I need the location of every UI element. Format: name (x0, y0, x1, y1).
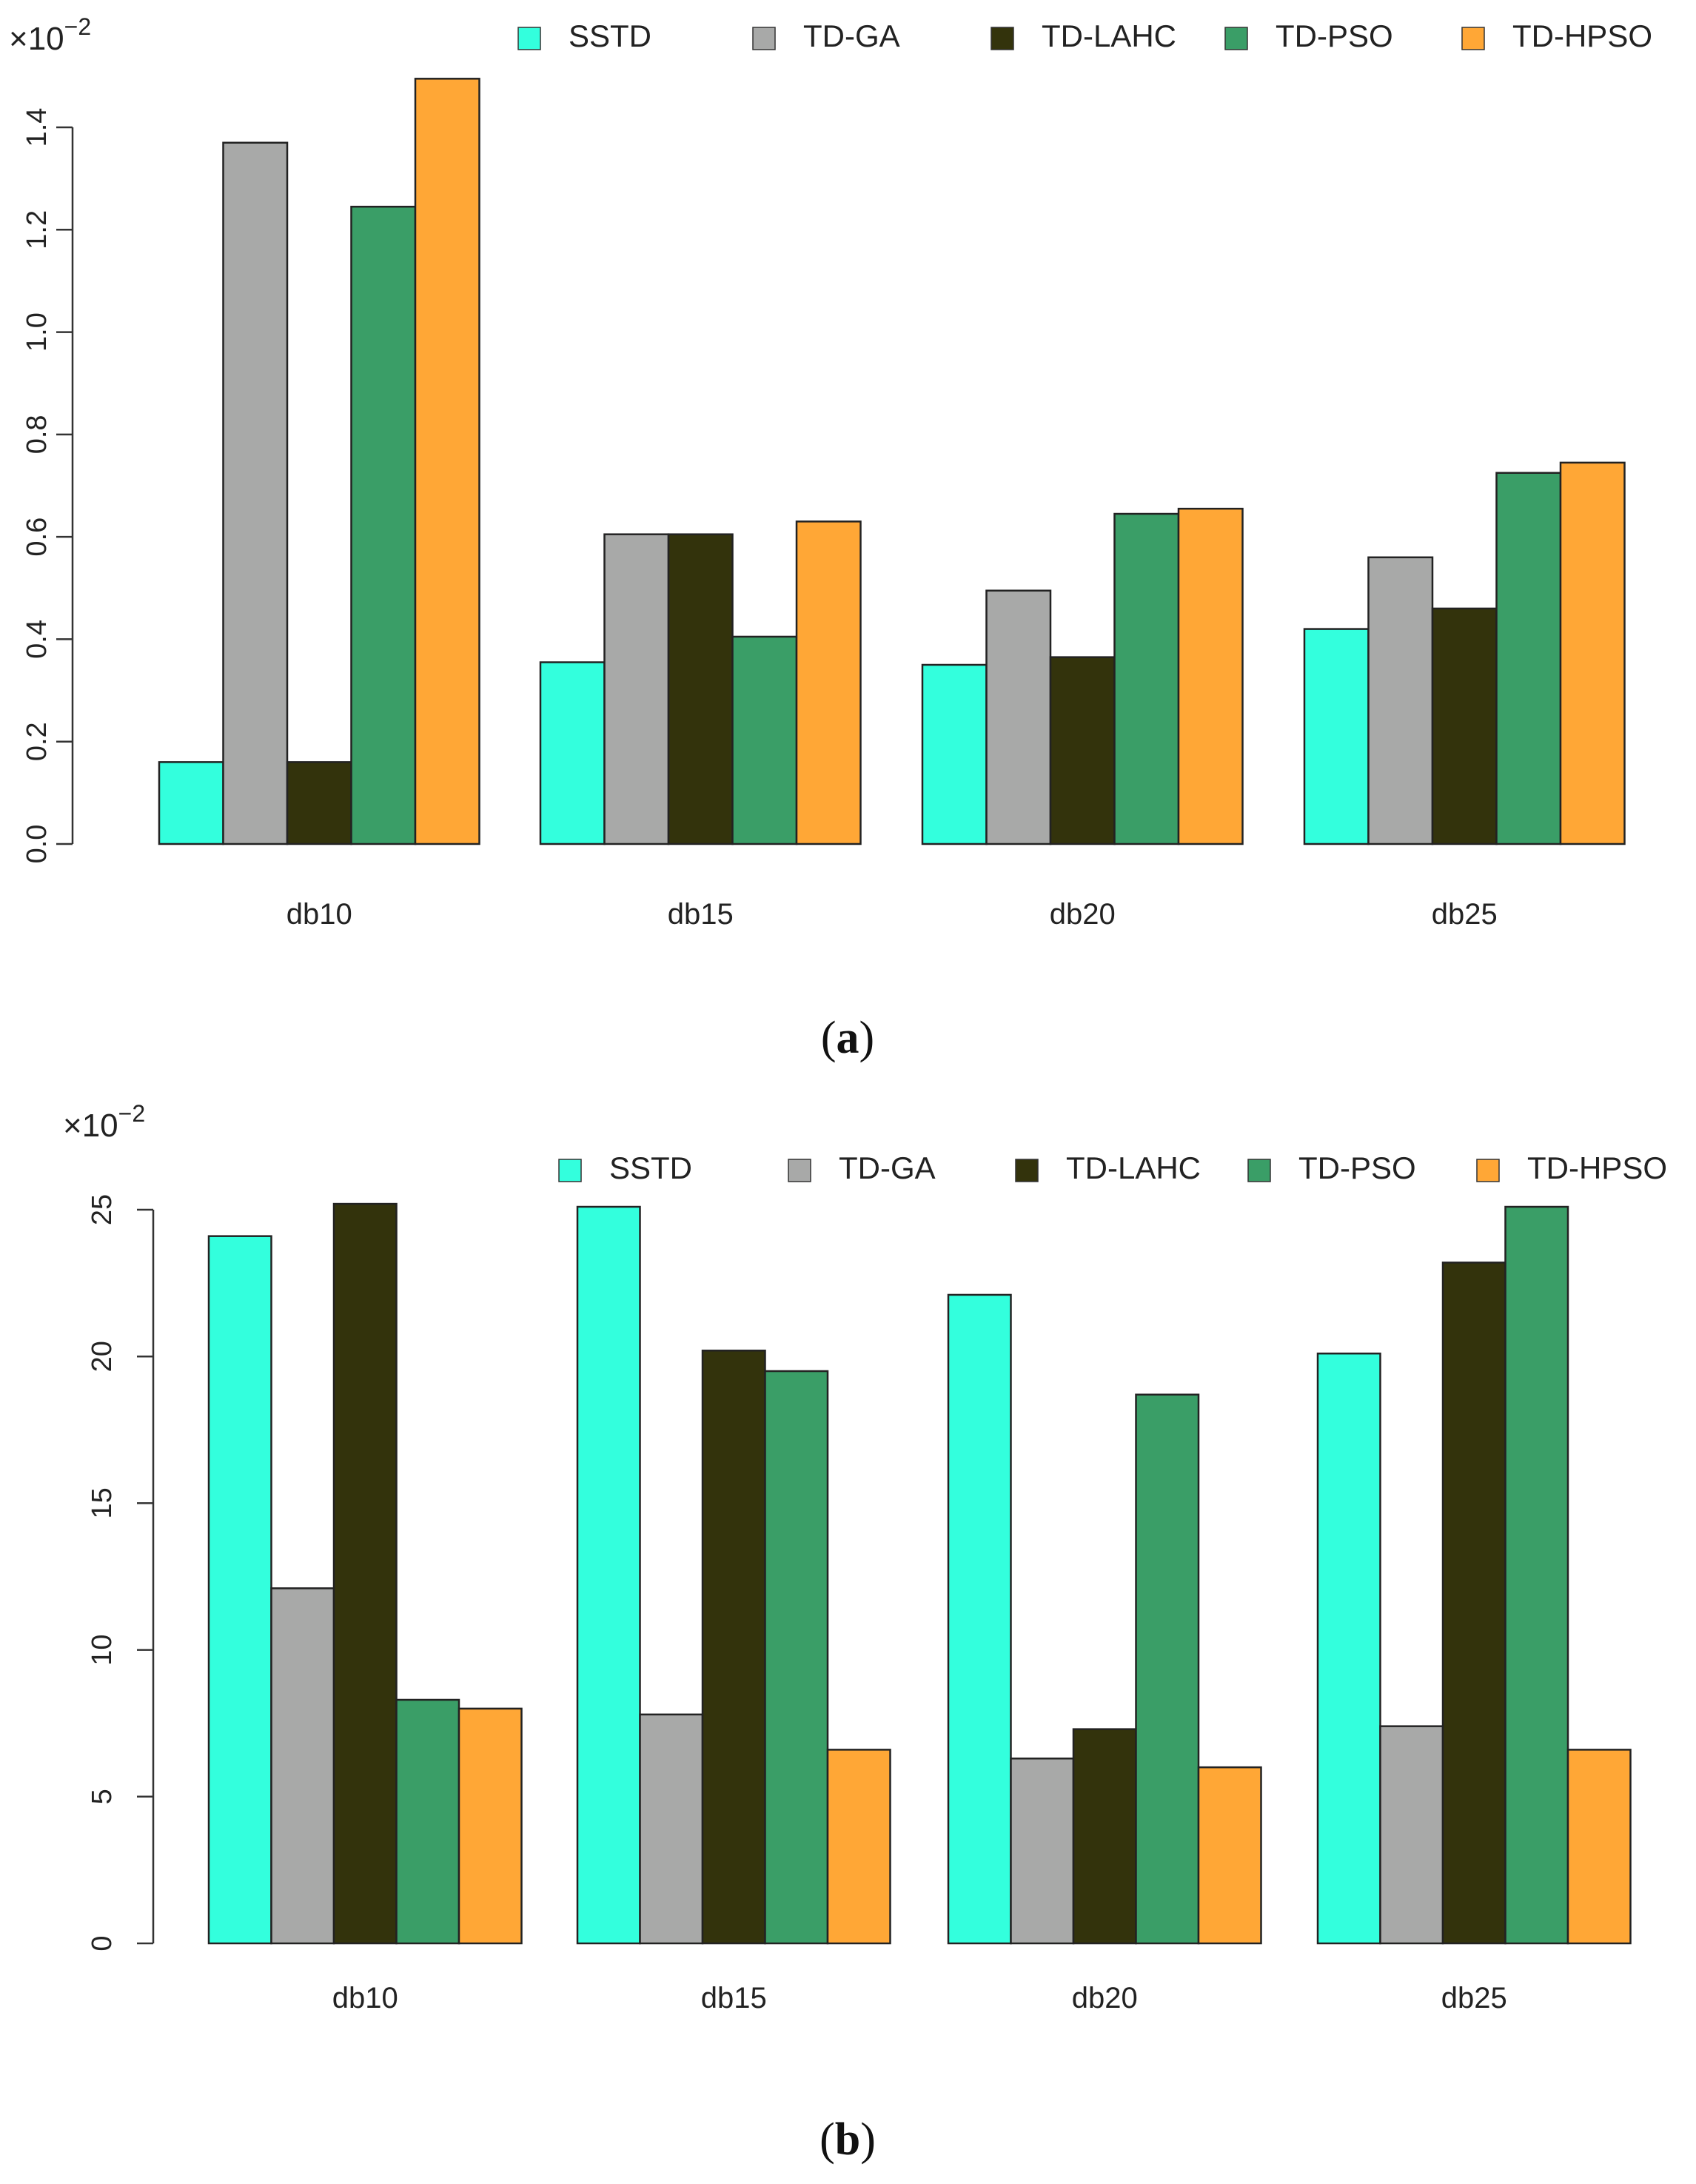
legend-label: TD-GA (839, 1150, 936, 1185)
category-label: db25 (1432, 898, 1498, 931)
bar-db25-td-lahc (1431, 607, 1498, 845)
panel-a-bars (158, 78, 1626, 845)
legend-swatch (788, 1159, 811, 1182)
bar-db25-td-ga (1367, 556, 1434, 845)
panel-b-categories: db10 db15 db20 db25 (332, 1982, 1507, 2014)
bar-db15-td-pso (764, 1370, 829, 1945)
y-tick-label: 1.2 (21, 210, 53, 249)
panel-a-scale-label: ×10−2 (9, 13, 91, 57)
bar-db15-sstd (576, 1205, 641, 1945)
bar-db25-td-pso (1495, 472, 1562, 845)
bar-db25-sstd (1303, 628, 1370, 845)
legend-swatch (1224, 27, 1248, 50)
legend-label: TD-GA (803, 19, 900, 53)
bar-db20-td-pso (1113, 512, 1180, 845)
panel-b-bars (207, 1202, 1632, 1945)
y-tick-label: 0 (87, 1935, 118, 1951)
y-tick-label: 1.0 (21, 312, 53, 352)
bar-db10-td-ga (270, 1587, 335, 1945)
panel-b: ×10−2 SSTD TD-GA TD-LAHC TD-PSO TD-HPSO 0 5 10… (63, 1100, 1667, 2165)
legend-label: TD-LAHC (1042, 19, 1176, 53)
bar-db15-td-lahc (667, 533, 734, 845)
y-tick-label: 20 (87, 1341, 118, 1372)
svg-text:×10−2: ×10−2 (9, 13, 91, 57)
bar-db25-td-pso (1504, 1205, 1569, 1945)
legend-swatch (1476, 1159, 1500, 1182)
bar-db10-sstd (207, 1235, 272, 1945)
y-tick-label: 0.8 (21, 415, 53, 454)
y-tick-label: 10 (87, 1634, 118, 1665)
panel-a-legend: SSTD TD-GA TD-LAHC TD-PSO TD-HPSO (517, 19, 1652, 53)
bar-db10-td-pso (395, 1698, 460, 1945)
bar-db10-td-ga (222, 141, 289, 845)
bar-db10-td-hpso (457, 1707, 523, 1945)
legend-swatch (558, 1159, 582, 1182)
bar-db20-td-ga (1010, 1758, 1075, 1945)
bar-db15-td-ga (639, 1713, 704, 1945)
y-tick-label: 5 (87, 1789, 118, 1804)
category-label: db10 (286, 898, 352, 931)
legend-label: SSTD (609, 1150, 692, 1185)
bar-db10-td-hpso (414, 78, 480, 845)
panel-a-y-ticks: 0.0 0.2 0.4 0.6 0.8 1.0 1.2 1.4 (21, 108, 73, 864)
panel-a-categories: db10 db15 db20 db25 (286, 898, 1498, 931)
category-label: db25 (1441, 1982, 1507, 2014)
category-label: db15 (668, 898, 734, 931)
panel-b-caption: (b) (819, 2114, 876, 2165)
legend-label: SSTD (569, 19, 651, 53)
y-tick-label: 0.2 (21, 722, 53, 761)
legend-swatch (517, 27, 541, 50)
bar-db25-td-lahc (1441, 1262, 1506, 1945)
bar-db15-td-hpso (826, 1749, 891, 1945)
legend-swatch (1461, 27, 1485, 50)
bar-db20-sstd (947, 1293, 1012, 1945)
bar-db20-td-lahc (1072, 1728, 1137, 1945)
bar-db10-td-lahc (286, 761, 352, 845)
legend-swatch (752, 27, 776, 50)
bar-db10-td-pso (350, 205, 417, 845)
bar-db20-td-ga (985, 589, 1052, 845)
bar-db25-td-ga (1379, 1725, 1444, 1945)
category-label: db15 (701, 1982, 767, 2014)
y-tick-label: 0.4 (21, 620, 53, 659)
bar-db25-sstd (1316, 1352, 1381, 1945)
bar-db20-sstd (921, 663, 988, 845)
bar-db20-td-lahc (1049, 656, 1116, 845)
legend-label: TD-PSO (1276, 19, 1393, 53)
legend-label: TD-HPSO (1527, 1150, 1667, 1185)
bar-db15-td-ga (603, 533, 670, 845)
y-tick-label: 0.6 (21, 517, 53, 557)
y-tick-label: 15 (87, 1487, 118, 1518)
y-tick-label: 0.0 (21, 825, 53, 864)
legend-swatch (1247, 1159, 1271, 1182)
bar-db15-sstd (539, 661, 606, 845)
panel-b-scale-label: ×10−2 (63, 1100, 145, 1144)
category-label: db20 (1072, 1982, 1138, 2014)
bar-db20-td-pso (1135, 1393, 1200, 1945)
bar-db20-td-hpso (1197, 1766, 1262, 1945)
bar-db20-td-hpso (1177, 507, 1244, 845)
legend-swatch (991, 27, 1014, 50)
legend-label: TD-PSO (1298, 1150, 1416, 1185)
panel-a-caption: (a) (821, 1013, 874, 1063)
bar-db10-td-lahc (332, 1202, 398, 1945)
legend-label: TD-LAHC (1066, 1150, 1201, 1185)
legend-label: TD-HPSO (1512, 19, 1652, 53)
panel-b-y-ticks: 0 5 10 15 20 25 (87, 1194, 153, 1952)
bar-db15-td-lahc (701, 1350, 766, 1945)
y-tick-label: 1.4 (21, 108, 53, 147)
bar-db15-td-pso (731, 635, 798, 845)
legend-swatch (1015, 1159, 1039, 1182)
category-label: db10 (332, 1982, 398, 2014)
y-tick-label: 25 (87, 1194, 118, 1225)
bar-db25-td-hpso (1559, 461, 1626, 845)
bar-db10-sstd (158, 761, 224, 845)
category-label: db20 (1050, 898, 1116, 931)
bar-db25-td-hpso (1566, 1749, 1632, 1945)
panel-a: ×10−2 SSTD TD-GA TD-LAHC TD-PSO TD-HPSO 0.00… (9, 13, 1652, 1063)
panel-b-legend: SSTD TD-GA TD-LAHC TD-PSO TD-HPSO (558, 1150, 1667, 1185)
svg-text:×10−2: ×10−2 (63, 1100, 145, 1144)
bar-db15-td-hpso (795, 520, 862, 845)
